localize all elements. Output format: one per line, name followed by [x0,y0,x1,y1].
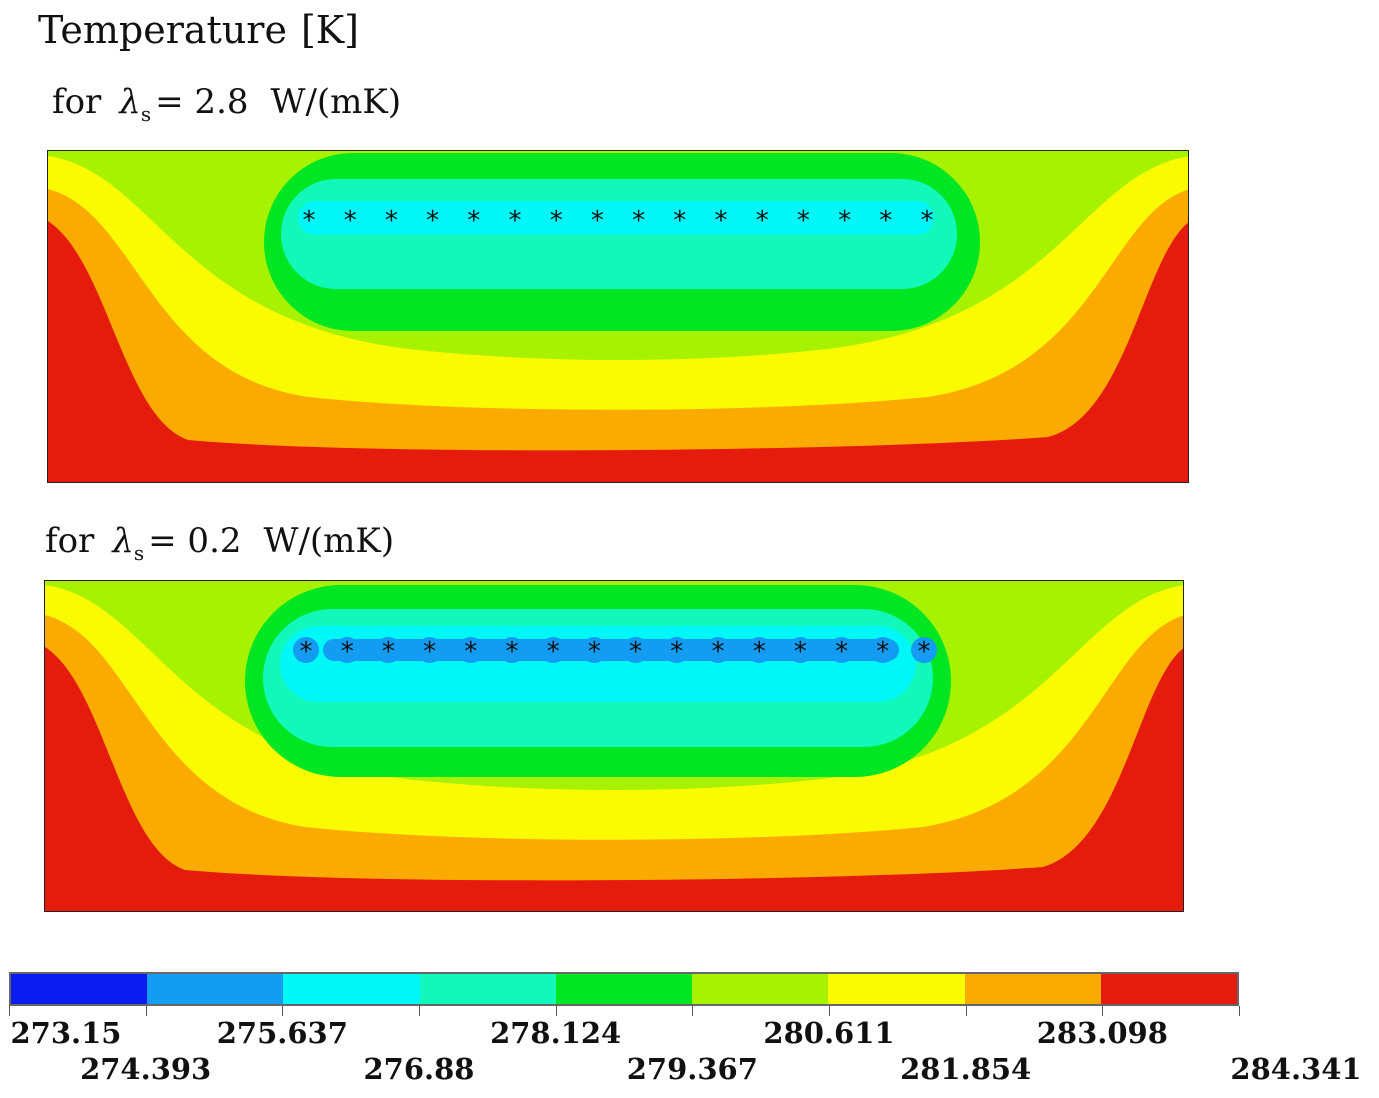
probe-marker: * [344,206,357,236]
probe-marker: * [423,637,436,667]
colorbar-swatch [828,974,965,1004]
colorbar-tick-label: 279.367 [626,1052,758,1086]
colorbar-tick-label: 281.854 [900,1052,1032,1086]
probe-marker: * [794,637,807,667]
probe-cold-zone [705,637,731,663]
panel-prefix: for [52,82,102,122]
colorbar-tick-label: 276.88 [363,1052,475,1086]
probe-marker: * [467,206,480,236]
colorbar-swatch [147,974,284,1004]
probe-marker: * [385,206,398,236]
colorbar-swatch [283,974,420,1004]
colorbar-tick-label: 278.124 [490,1016,622,1050]
colorbar-tick [1239,1006,1240,1016]
panel-prefix: for [45,521,95,561]
title-unit: [K] [300,8,359,52]
colorbar-swatch [1100,974,1237,1004]
colorbar-tick [9,1006,10,1016]
panel-unit: W/(mK) [263,521,395,561]
probe-cold-zone [293,637,319,663]
temperature-contour-plot-bottom: * * * * * * * * * * * * * * * * [44,580,1184,912]
colorbar-tick [692,1006,694,1016]
probe-marker: * [632,206,645,236]
probe-marker: * [509,206,522,236]
probe-cold-zone [499,637,525,663]
probe-marker: * [712,637,725,667]
probe-marker: * [921,206,934,236]
probe-marker: * [918,637,931,667]
probe-marker: * [300,637,313,667]
probe-marker: * [341,637,354,667]
lambda-symbol: λs [119,82,152,126]
panel-value: = 2.8 [155,82,249,122]
colorbar-swatch [964,974,1101,1004]
probe-marker: * [879,206,892,236]
temperature-colorbar [9,972,1239,1006]
colorbar-tick-label: 283.098 [1036,1016,1168,1050]
probe-marker: * [629,637,642,667]
probe-marker: * [797,206,810,236]
probe-marker: * [426,206,439,236]
title-text: Temperature [38,8,287,52]
colorbar-tick [965,1006,967,1016]
panel-label-bottom: for λs = 0.2 W/(mK) [45,521,394,565]
chart-title: Temperature [K] [38,8,359,52]
probe-marker: * [715,206,728,236]
colorbar-swatch [555,974,693,1004]
probe-marker: * [550,206,563,236]
probe-marker: * [303,206,316,236]
colorbar-tick-label: 275.637 [216,1016,348,1050]
colorbar-tick [829,1006,830,1016]
colorbar-tick-label: 274.393 [80,1052,212,1086]
colorbar-tick-label: 284.341 [1230,1052,1362,1086]
probe-marker: * [673,206,686,236]
colorbar-swatch [692,974,829,1004]
colorbar-tick [1102,1006,1104,1016]
probe-cold-zone [581,637,608,663]
probe-marker: * [876,637,889,667]
colorbar-tick-label: 280.611 [763,1016,895,1050]
probe-cold-zone [911,637,937,663]
colorbar-tick [419,1006,420,1016]
panel-label-top: for λs = 2.8 W/(mK) [52,82,401,126]
colorbar-swatch [419,974,556,1004]
probe-cold-zone [663,637,690,663]
probe-marker: * [588,637,601,667]
temperature-contour-plot-top: * * * * * * * * * * * * * * * * [47,150,1189,483]
probe-marker: * [591,206,604,236]
probe-cold-zone [622,637,649,663]
probe-cold-zone [375,637,402,663]
colorbar-swatch [11,974,148,1004]
lambda-symbol: λs [112,521,145,565]
colorbar-tick [282,1006,284,1016]
probe-cold-zone [540,637,567,663]
probe-cold-zone [416,637,443,663]
probe-cold-zone [334,637,361,663]
probe-cold-zone [828,637,855,663]
probe-cold-zone [457,637,484,663]
probe-marker: * [753,637,766,667]
probe-marker: * [838,206,851,236]
probe-marker: * [382,637,395,667]
probe-cold-zone [787,637,814,663]
probe-cold-zone [869,637,896,663]
panel-value: = 0.2 [148,521,242,561]
colorbar-tick [555,1006,557,1016]
probe-marker: * [464,637,477,667]
probe-marker: * [670,637,683,667]
colorbar-tick [145,1006,147,1016]
probe-cold-zone [746,637,773,663]
probe-marker: * [547,637,560,667]
panel-unit: W/(mK) [270,82,402,122]
probe-marker: * [756,206,769,236]
colorbar-tick-label: 273.15 [10,1016,122,1050]
probe-marker: * [835,637,848,667]
probe-marker: * [506,637,519,667]
